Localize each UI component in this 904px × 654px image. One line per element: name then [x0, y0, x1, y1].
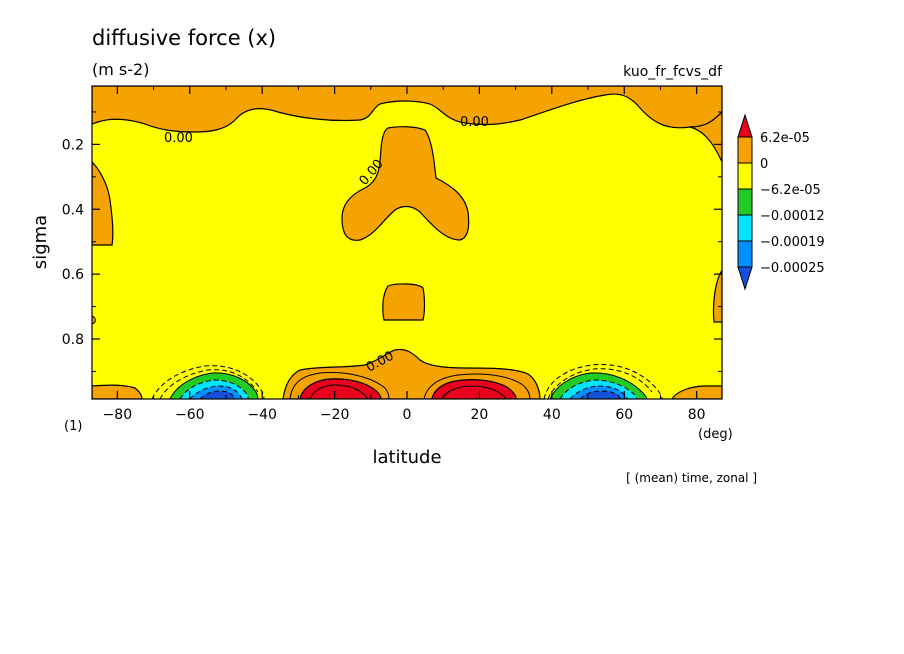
footer-note: [ (mean) time, zonal ]	[626, 471, 757, 485]
x-axis: −80 −60 −40 −20 0 20 40 60 80	[103, 86, 706, 423]
legend-label: 6.2e-05	[760, 131, 810, 146]
legend-swatch	[737, 113, 753, 138]
region-positive-blob	[382, 283, 426, 321]
legend-swatch	[737, 214, 753, 242]
legend-label: −0.00025	[760, 261, 825, 276]
y-axis-label: sigma	[30, 215, 51, 269]
contour-label-1: 0.00	[460, 115, 489, 130]
x-tick-label: 60	[615, 407, 633, 423]
plot-area: 0.00 0.00 0.00 0.00	[91, 85, 723, 400]
legend-swatch	[737, 136, 753, 164]
region-positive-center	[341, 126, 470, 241]
x-tick-label: −20	[320, 407, 350, 423]
contour-positive-outer-s	[289, 372, 390, 399]
x-tick-label: 80	[688, 407, 706, 423]
region-min-north	[543, 363, 663, 399]
y-tick-label: 0.2	[62, 137, 84, 153]
colorbar-legend: 6.2e-05 0 −6.2e-05 −0.00012 −0.00019 −0.00025	[737, 113, 825, 291]
region-positive-top-right	[689, 111, 722, 163]
y-tick-label: 0.6	[62, 267, 84, 283]
x-unit: (deg)	[698, 427, 733, 442]
legend-swatch	[737, 188, 753, 216]
x-tick-label: 40	[543, 407, 561, 423]
x-tick-label: −80	[103, 407, 133, 423]
x-tick-label: −40	[247, 407, 277, 423]
panel-label: (1)	[64, 419, 82, 434]
legend-swatch	[737, 266, 753, 291]
chart-units: (m s-2)	[92, 60, 149, 79]
x-tick-label: 20	[470, 407, 488, 423]
x-axis-label: latitude	[372, 447, 441, 468]
legend-swatch	[737, 162, 753, 190]
contour-label-0: 0.00	[164, 131, 193, 146]
contour-max-north-inner	[441, 385, 507, 399]
y-axis: 0.2 0.4 0.6 0.8	[62, 111, 722, 372]
legend-label: −6.2e-05	[760, 183, 821, 198]
contour-max-south-inner	[309, 384, 369, 399]
region-max-south	[299, 378, 382, 399]
legend-label: 0	[760, 157, 768, 172]
region-max-north	[431, 379, 517, 399]
x-tick-label: 0	[403, 407, 412, 423]
x-tick-label: −60	[175, 407, 205, 423]
legend-label: −0.00019	[760, 235, 825, 250]
y-tick-label: 0.8	[62, 332, 84, 348]
legend-label: −0.00012	[760, 209, 825, 224]
y-tick-label: 0.4	[62, 202, 84, 218]
variable-id: kuo_fr_fcvs_df	[623, 64, 723, 80]
region-positive-left	[92, 161, 114, 246]
legend-swatch	[737, 240, 753, 268]
region-min-south	[151, 365, 265, 399]
chart-title: diffusive force (x)	[92, 26, 276, 50]
region-positive-top	[92, 86, 722, 133]
contour-positive-outer-n	[423, 373, 531, 399]
